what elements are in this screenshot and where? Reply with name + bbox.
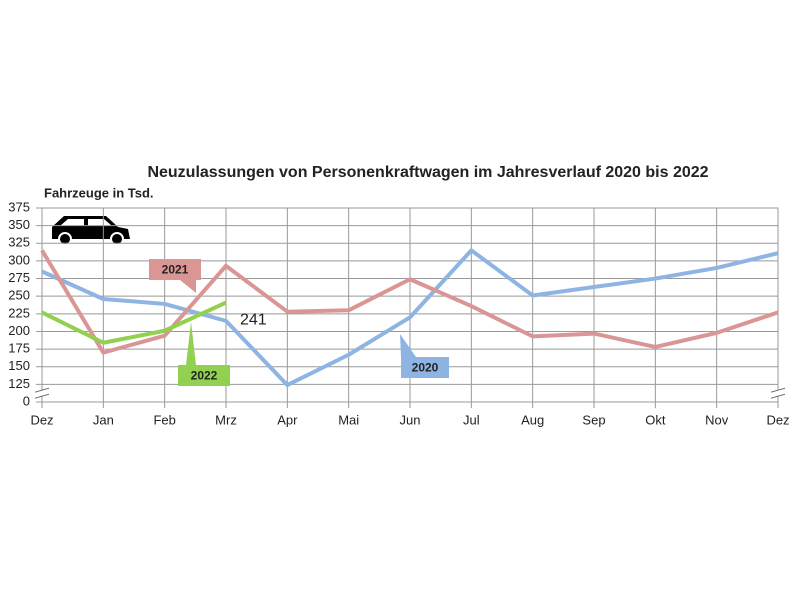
legend-label: 2022 xyxy=(191,369,218,383)
callout-pointer xyxy=(400,334,416,357)
data-label: 241 xyxy=(240,312,267,329)
y-tick-label: 125 xyxy=(8,376,30,391)
x-tick-label: Jul xyxy=(463,412,480,427)
axis-break xyxy=(34,387,50,399)
x-tick-label: Feb xyxy=(153,412,175,427)
y-tick-label: 275 xyxy=(8,270,30,285)
y-axis-label: Fahrzeuge in Tsd. xyxy=(44,185,154,200)
legend-label: 2021 xyxy=(162,263,189,277)
chart-title: Neuzulassungen von Personenkraftwagen im… xyxy=(147,164,708,181)
y-tick-label: 250 xyxy=(8,288,30,303)
y-tick-label: 300 xyxy=(8,252,30,267)
car-icon xyxy=(52,216,130,246)
legend-label: 2020 xyxy=(412,361,439,375)
axis-break xyxy=(770,387,786,399)
y-tick-label: 0 xyxy=(23,393,30,408)
legend-box xyxy=(149,259,201,280)
x-tick-label: Dez xyxy=(30,412,53,427)
y-tick-label: 325 xyxy=(8,235,30,250)
x-tick-label: Sep xyxy=(582,412,605,427)
legend-box xyxy=(401,357,449,378)
y-tick-label: 225 xyxy=(8,305,30,320)
x-tick-label: Aug xyxy=(521,412,544,427)
x-tick-label: Jun xyxy=(400,412,421,427)
y-tick-label: 350 xyxy=(8,217,30,232)
x-tick-label: Mrz xyxy=(215,412,237,427)
series-line xyxy=(41,248,779,388)
callout-pointer xyxy=(186,322,196,365)
x-tick-label: Mai xyxy=(338,412,359,427)
y-tick-label: 375 xyxy=(8,199,30,214)
y-tick-label: 175 xyxy=(8,341,30,356)
y-tick-label: 150 xyxy=(8,358,30,373)
legend-box xyxy=(178,365,230,386)
x-tick-label: Okt xyxy=(645,412,666,427)
x-tick-label: Dez xyxy=(766,412,789,427)
x-tick-label: Jan xyxy=(93,412,114,427)
series-line xyxy=(40,249,779,355)
y-tick-label: 200 xyxy=(8,323,30,338)
callout-pointer xyxy=(180,280,196,293)
x-tick-label: Apr xyxy=(277,412,298,427)
series-line xyxy=(41,300,227,345)
x-tick-label: Nov xyxy=(705,412,729,427)
axis-break xyxy=(35,390,49,397)
axis-break xyxy=(771,390,785,397)
